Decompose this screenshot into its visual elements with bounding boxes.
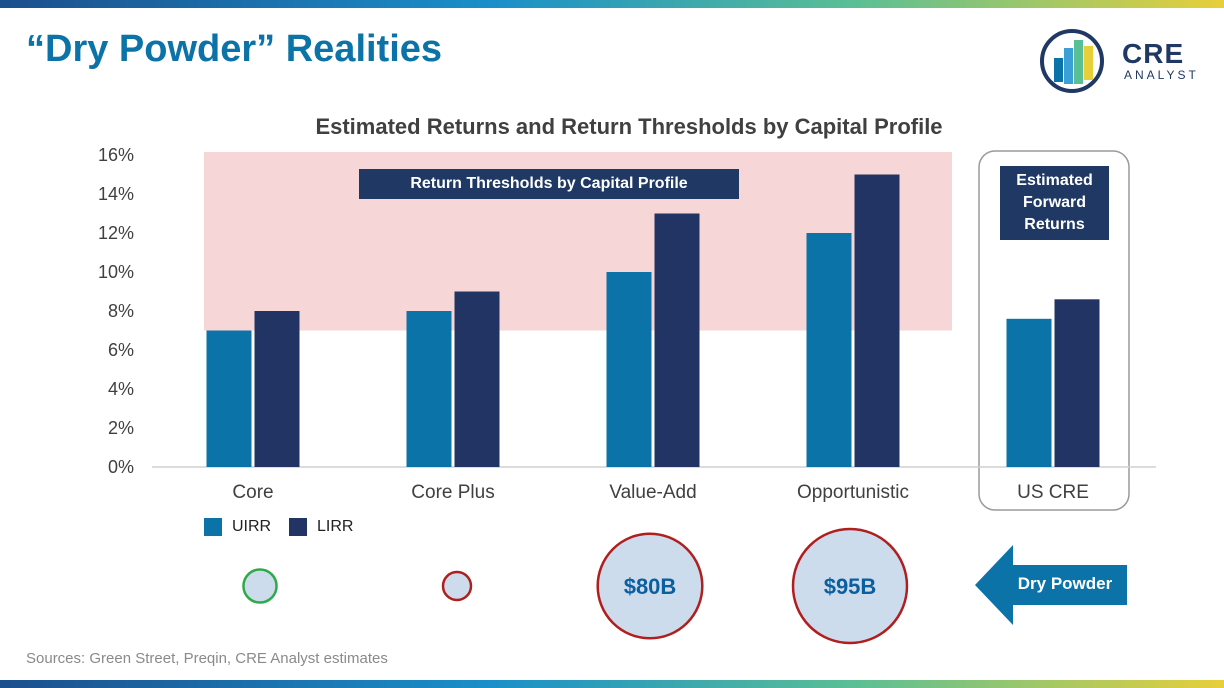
y-tick-label: 12% [98,223,134,243]
top-accent-bar [0,0,1224,8]
bottom-accent-bar [0,680,1224,688]
legend-swatch-lirr [289,518,307,536]
bar-uirr-us-cre [1006,318,1052,467]
dry-powder-circle-core [242,568,278,604]
bar-uirr-core-plus [406,311,452,467]
dry-powder-circle-value-add [596,532,704,640]
logo-name: CRE [1122,38,1185,69]
legend-item-lirr: LIRR [289,518,353,536]
bar-lirr-opportunistic [854,174,900,467]
logo-icon [1040,29,1104,93]
dry-powder-value: $95B [824,574,877,599]
y-tick-label: 4% [108,379,134,399]
us-cre-highlight-box [978,150,1130,511]
logo [1040,29,1104,93]
y-tick-label: 0% [108,457,134,477]
logo-subtitle: ANALYST [1124,68,1199,82]
bar-uirr-value-add [606,272,652,467]
bar-lirr-core-plus [454,291,500,467]
bar-lirr-core [254,311,300,467]
y-tick-label: 6% [108,340,134,360]
threshold-label: Return Thresholds by Capital Profile [359,169,739,199]
sources-note: Sources: Green Street, Preqin, CRE Analy… [26,650,388,667]
x-tick-label: Value-Add [609,482,696,503]
dry-powder-circle-opportunistic [791,527,909,645]
forward-returns-label: Estimated Forward Returns [1000,166,1109,240]
y-tick-label: 16% [98,145,134,165]
dry-powder-arrow [975,545,1127,625]
x-tick-label: Opportunistic [797,482,909,503]
legend-swatch-uirr [204,518,222,536]
legend-label-lirr: LIRR [317,518,354,535]
slide-title: “Dry Powder” Realities [26,28,443,70]
x-tick-label: Core [232,482,273,503]
bar-lirr-us-cre [1054,299,1100,467]
y-tick-label: 8% [108,301,134,321]
dry-powder-circle-core-plus [441,570,473,602]
dry-powder-label: Dry Powder [1017,574,1113,593]
bar-uirr-core [206,330,252,467]
x-tick-label: Core Plus [411,482,494,503]
chart-title: Estimated Returns and Return Thresholds … [315,114,943,139]
y-tick-label: 2% [108,418,134,438]
legend-item-uirr: UIRR [204,518,271,536]
bar-lirr-value-add [654,213,700,467]
bar-uirr-opportunistic [806,233,852,467]
x-tick-label: US CRE [1017,482,1089,503]
y-tick-label: 10% [98,262,134,282]
legend-label-uirr: UIRR [232,518,272,535]
y-tick-label: 14% [98,184,134,204]
dry-powder-value: $80B [624,574,677,599]
